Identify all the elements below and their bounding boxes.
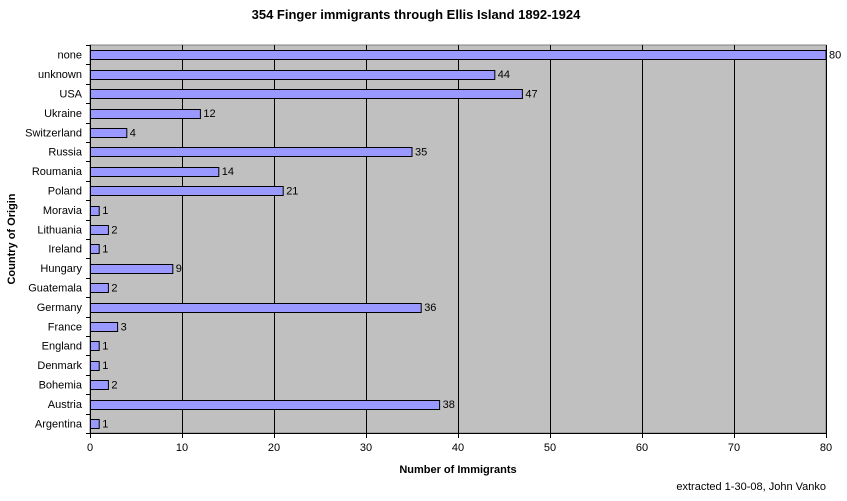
y-tick-label: none bbox=[58, 50, 82, 62]
data-label: 35 bbox=[415, 147, 427, 159]
x-tick-label: 0 bbox=[87, 442, 93, 454]
data-label: 2 bbox=[111, 283, 117, 295]
bar-roumania bbox=[90, 167, 220, 177]
y-tick-label: England bbox=[42, 341, 82, 353]
x-axis-title: Number of Immigrants bbox=[399, 464, 516, 476]
bar-lithuania bbox=[90, 225, 109, 235]
data-label: 9 bbox=[176, 263, 182, 275]
bar-hungary bbox=[90, 264, 174, 274]
bar-switzerland bbox=[90, 128, 128, 138]
bar-guatemala bbox=[90, 283, 109, 293]
data-label: 21 bbox=[286, 186, 298, 198]
y-tick-label: France bbox=[48, 321, 82, 333]
bar-france bbox=[90, 322, 119, 332]
x-tick-label: 80 bbox=[820, 442, 832, 454]
y-tick-label: Hungary bbox=[40, 263, 82, 275]
y-tick-label: Austria bbox=[48, 399, 83, 411]
y-tick-label: Lithuania bbox=[37, 224, 83, 236]
bar-unknown bbox=[90, 70, 496, 80]
bar-moravia bbox=[90, 206, 100, 216]
y-tick-label: Poland bbox=[48, 186, 82, 198]
y-tick-label: Argentina bbox=[35, 418, 83, 430]
data-label: 1 bbox=[102, 341, 108, 353]
data-label: 36 bbox=[424, 302, 436, 314]
data-label: 1 bbox=[102, 360, 108, 372]
y-tick-label: Roumania bbox=[32, 166, 83, 178]
data-label: 1 bbox=[102, 244, 108, 256]
data-label: 4 bbox=[130, 127, 136, 139]
x-tick-label: 50 bbox=[544, 442, 556, 454]
data-label: 12 bbox=[203, 108, 215, 120]
y-tick-label: Guatemala bbox=[28, 283, 83, 295]
y-tick-label: Ukraine bbox=[44, 108, 82, 120]
x-tick-label: 40 bbox=[452, 442, 464, 454]
y-tick-label: Denmark bbox=[37, 360, 82, 372]
data-label: 38 bbox=[443, 399, 455, 411]
bar-poland bbox=[90, 186, 284, 196]
bar-russia bbox=[90, 147, 413, 157]
data-label: 44 bbox=[498, 69, 510, 81]
y-tick-label: USA bbox=[59, 89, 82, 101]
bar-england bbox=[90, 341, 100, 351]
data-label: 80 bbox=[829, 50, 841, 62]
x-tick-label: 70 bbox=[728, 442, 740, 454]
axes: 0 10 20 30 40 50 60 70 80 none unknown USA Ukraine Sw… bbox=[25, 45, 832, 454]
bar-austria bbox=[90, 400, 441, 410]
data-label: 47 bbox=[525, 89, 537, 101]
data-label: 1 bbox=[102, 205, 108, 217]
bar-none bbox=[90, 50, 827, 60]
y-tick-label: unknown bbox=[38, 69, 82, 81]
y-tick-label: Moravia bbox=[43, 205, 83, 217]
footnote: extracted 1-30-08, John Vanko bbox=[676, 481, 826, 493]
chart-title: 354 Finger immigrants through Ellis Isla… bbox=[252, 7, 581, 22]
x-tick-label: 20 bbox=[268, 442, 280, 454]
x-tick-label: 30 bbox=[360, 442, 372, 454]
data-label: 3 bbox=[121, 321, 127, 333]
y-axis-title: Country of Origin bbox=[6, 193, 18, 284]
data-label: 2 bbox=[111, 224, 117, 236]
y-tick-label: Germany bbox=[37, 302, 83, 314]
bar-denmark bbox=[90, 361, 100, 371]
data-label: 1 bbox=[102, 418, 108, 430]
data-label: 2 bbox=[111, 380, 117, 392]
bar-germany bbox=[90, 303, 422, 313]
bar-argentina bbox=[90, 419, 100, 429]
bar-ukraine bbox=[90, 109, 201, 119]
bar-usa bbox=[90, 89, 523, 99]
bar-ireland bbox=[90, 244, 100, 254]
bar-bohemia bbox=[90, 380, 109, 390]
y-tick-label: Bohemia bbox=[39, 380, 83, 392]
y-tick-label: Switzerland bbox=[25, 127, 82, 139]
x-tick-label: 60 bbox=[636, 442, 648, 454]
x-tick-label: 10 bbox=[176, 442, 188, 454]
y-tick-label: Ireland bbox=[48, 244, 82, 256]
data-label: 14 bbox=[222, 166, 234, 178]
y-tick-label: Russia bbox=[48, 147, 83, 159]
